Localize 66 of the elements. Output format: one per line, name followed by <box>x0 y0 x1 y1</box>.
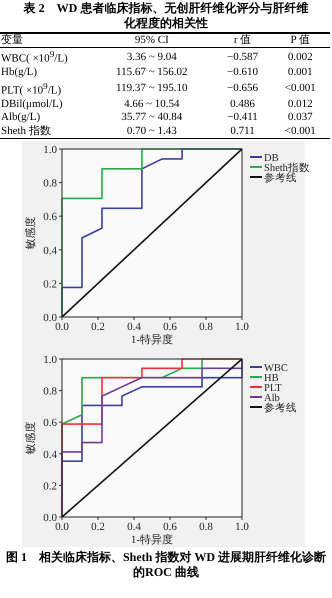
text: 4.66 ~ 10.54 <box>123 98 181 112</box>
legend-label: WBC <box>264 363 288 374</box>
text: <0.001 <box>284 81 317 96</box>
y-tick-label: 0.0 <box>43 312 58 324</box>
text: 3.36 ~ 9.04 <box>126 50 178 65</box>
legend-label: DB <box>264 153 279 164</box>
text: Alb(g/L) <box>0 111 42 125</box>
text: −0.411 <box>226 111 259 125</box>
x-tick-label: 0.8 <box>199 321 214 333</box>
text: 35.77 ~ 40.84 <box>120 111 184 125</box>
x-axis-title: 1-特异度 <box>130 333 174 346</box>
y-tick-label: 0.4 <box>43 244 58 257</box>
y-tick-label: 1.0 <box>43 144 58 156</box>
legend-label: 参考线 <box>264 171 297 184</box>
text: DBil(μmol/L) <box>0 98 64 112</box>
text: 0.711 <box>214 124 271 139</box>
x-tick-label: 0.6 <box>163 321 178 333</box>
text: −0.587 <box>226 50 260 65</box>
y-axis-title: 敏感度 <box>24 216 37 250</box>
text: r 值 <box>214 33 271 48</box>
x-tick-label: 0.0 <box>55 321 70 333</box>
text: <0.001 <box>270 124 330 139</box>
y-axis-title: 敏感度 <box>24 422 37 454</box>
text: 0.70 ~ 1.43 <box>89 124 214 139</box>
legend-label: Sheth指数 <box>264 162 310 174</box>
x-tick-label: 0.2 <box>91 321 105 333</box>
text: 0.486 <box>229 98 256 112</box>
text: 0.037 <box>286 111 314 125</box>
y-tick-label: 0.8 <box>43 386 58 398</box>
legend-label: HB <box>264 373 279 384</box>
text: −0.656 <box>226 81 260 96</box>
text: −0.610 <box>226 66 260 80</box>
text: P 值 <box>270 33 330 48</box>
legend-label: Alb <box>264 393 280 404</box>
legend-label: 参考线 <box>264 401 297 414</box>
x-tick-label: 1.0 <box>235 321 250 333</box>
y-tick-label: 1.0 <box>43 354 58 366</box>
y-tick-label: 0.0 <box>43 512 58 524</box>
text: 0.012 <box>286 98 314 112</box>
text: 115.67 ~ 156.02 <box>115 66 189 80</box>
text: 0.001 <box>286 66 314 80</box>
x-tick-label: 0.0 <box>55 521 70 533</box>
caption: 图 1 相关临床指标、Sheth 指数对 WD 进展期肝纤维化诊断的ROC 曲线 <box>5 550 328 580</box>
y-tick-label: 0.6 <box>43 211 58 224</box>
x-tick-label: 0.6 <box>163 521 178 533</box>
x-tick-label: 0.4 <box>127 321 142 333</box>
y-tick-label: 0.2 <box>43 480 57 492</box>
x-tick-label: 0.4 <box>127 521 142 533</box>
text: 119.37 ~ 195.10 <box>115 81 189 96</box>
y-tick-label: 0.4 <box>43 448 58 461</box>
y-tick-label: 0.6 <box>43 417 58 430</box>
x-axis-title: 1-特异度 <box>130 533 174 546</box>
text: 0.002 <box>286 50 314 65</box>
y-tick-label: 0.2 <box>43 278 57 290</box>
text: 95% CI <box>89 33 214 48</box>
text: Sheth 指数 <box>0 124 90 139</box>
x-tick-label: 1.0 <box>235 521 250 533</box>
x-tick-label: 0.8 <box>199 521 214 533</box>
text: 表 2 WD 患者临床指标、无创肝纤维化评分与肝纤维化程度的相关性 <box>22 0 310 31</box>
text: Hb(g/L) <box>0 66 38 80</box>
text: 变量 <box>0 33 90 48</box>
legend-label: PLT <box>264 383 282 394</box>
x-tick-label: 0.2 <box>91 521 105 533</box>
y-tick-label: 0.8 <box>43 178 58 190</box>
text: PLT( ×10$^{9}$/L) <box>0 80 62 98</box>
text: WBC( ×10$^{9}$/L) <box>0 48 69 66</box>
